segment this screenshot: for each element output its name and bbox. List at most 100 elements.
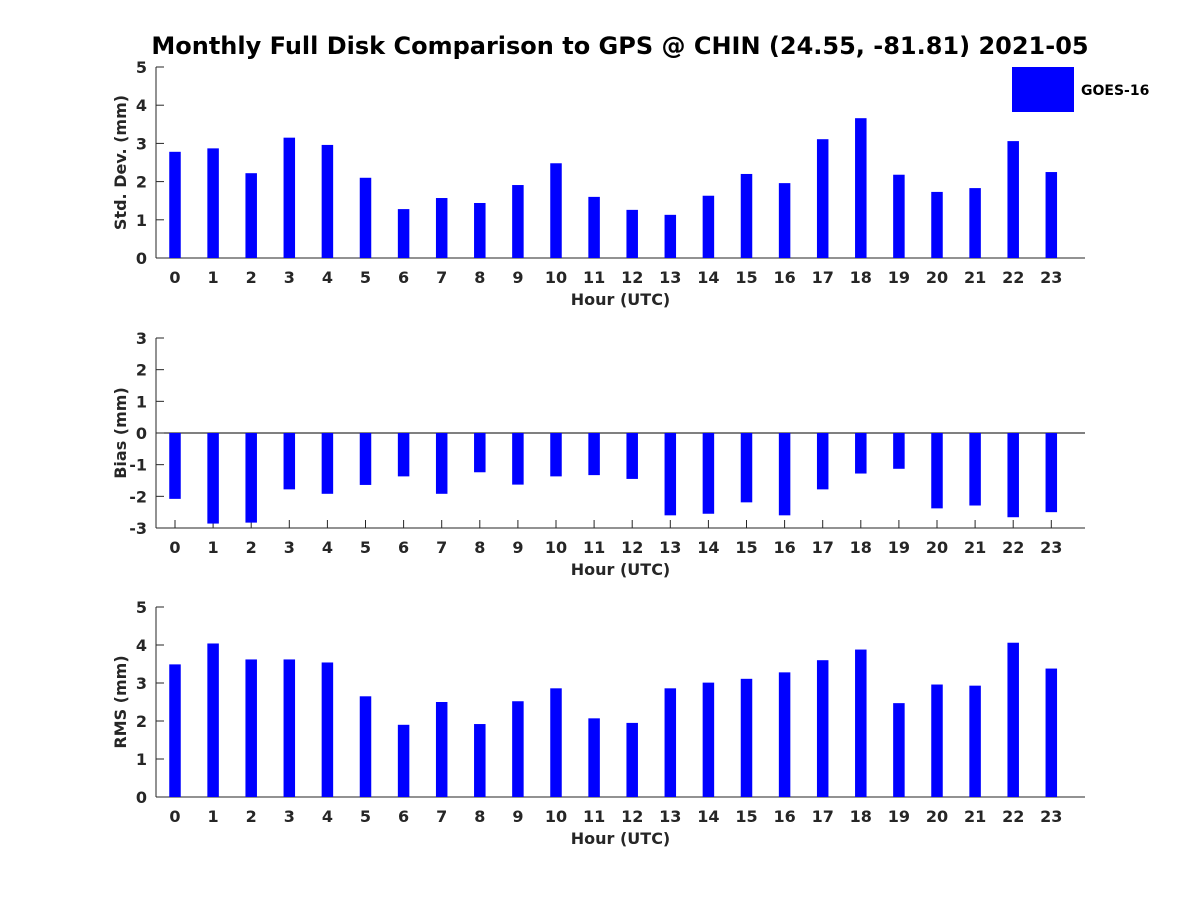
x-tick-label: 18 [850,268,872,287]
x-tick-label: 4 [322,268,333,287]
bar [702,195,715,258]
bar [969,433,981,506]
bar [397,724,410,797]
bar [778,672,791,797]
x-tick-label: 14 [697,807,719,826]
bar [1007,433,1019,518]
bar [702,433,715,514]
x-tick-label: 21 [964,268,986,287]
x-tick-label: 3 [284,268,295,287]
bar [664,214,677,258]
x-tick-label: 23 [1040,807,1062,826]
x-tick-label: 11 [583,268,605,287]
x-tick-label: 6 [398,538,409,557]
bar [855,649,867,797]
x-tick-label: 5 [360,268,371,287]
x-tick-label: 20 [926,268,948,287]
bar [283,659,296,797]
bar [969,685,981,797]
chart-title: Monthly Full Disk Comparison to GPS @ CH… [151,32,1088,60]
y-tick-label: 0 [136,424,147,443]
bar [778,433,791,516]
x-tick-label: 9 [512,538,523,557]
x-tick-label: 1 [208,268,219,287]
bar [588,196,600,258]
x-tick-label: 10 [545,538,567,557]
bar [855,433,867,474]
bar [169,664,181,797]
legend-label: GOES-16 [1081,83,1149,99]
bar [550,163,562,258]
x-tick-label: 14 [697,268,719,287]
bar [626,209,638,258]
x-tick-label: 16 [773,268,795,287]
x-axis-label: Hour (UTC) [571,560,671,579]
bar [550,433,562,477]
x-tick-label: 17 [812,807,834,826]
x-tick-label: 0 [169,807,180,826]
x-tick-label: 9 [512,807,523,826]
x-tick-label: 22 [1002,268,1024,287]
bar [359,696,372,797]
y-tick-label: -3 [129,519,147,538]
x-tick-label: 1 [208,807,219,826]
y-tick-label: 2 [136,173,147,192]
bar [740,433,753,503]
x-tick-label: 23 [1040,268,1062,287]
bar [588,433,600,476]
bar [359,177,372,258]
x-tick-label: 22 [1002,538,1024,557]
bar [1007,642,1019,797]
x-tick-label: 15 [735,268,757,287]
bar [435,433,448,494]
bar [931,433,943,509]
bar [359,433,372,485]
bar [740,173,753,258]
bar [893,433,905,469]
x-tick-label: 0 [169,538,180,557]
x-tick-label: 3 [284,807,295,826]
x-tick-label: 6 [398,807,409,826]
x-tick-label: 4 [322,538,333,557]
y-tick-label: 5 [136,58,147,77]
y-tick-label: 4 [136,96,147,115]
bar [931,684,943,797]
bar [283,137,296,258]
x-tick-label: 4 [322,807,333,826]
bar [816,139,829,258]
bar [245,173,257,258]
bar [664,433,677,516]
bar [321,433,334,494]
y-tick-label: -1 [129,456,147,475]
x-tick-label: 8 [474,268,485,287]
bar [626,433,638,479]
bar [321,662,334,797]
x-tick-label: 18 [850,538,872,557]
y-tick-label: 3 [136,134,147,153]
y-axis-label: Bias (mm) [111,387,130,479]
bar [740,678,753,797]
x-tick-label: 12 [621,807,643,826]
bar [321,144,334,258]
x-tick-label: 15 [735,807,757,826]
y-tick-label: 5 [136,598,147,617]
y-tick-label: 4 [136,636,147,655]
bar [245,433,257,523]
x-tick-label: 20 [926,538,948,557]
bar [169,433,181,499]
legend: GOES-16 [1012,67,1149,112]
x-tick-label: 3 [284,538,295,557]
x-tick-label: 19 [888,268,910,287]
bar [474,433,486,473]
x-tick-label: 14 [697,538,719,557]
x-tick-label: 16 [773,538,795,557]
bar [512,433,524,485]
bar [893,174,905,258]
bar [816,660,829,797]
y-tick-label: 1 [136,211,147,230]
bar [816,433,829,490]
